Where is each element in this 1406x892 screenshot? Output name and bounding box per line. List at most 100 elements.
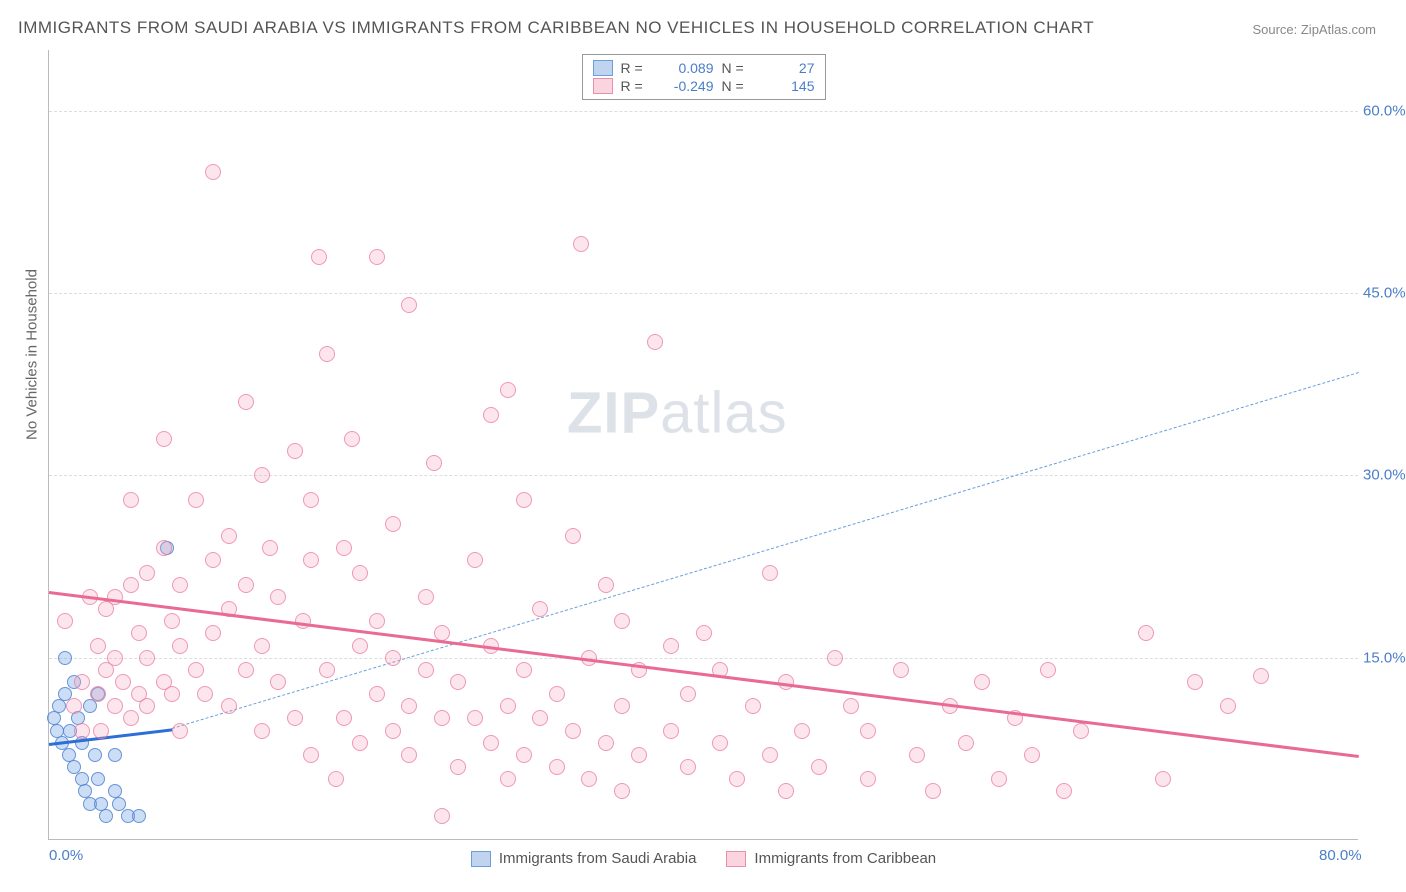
scatter-point-pink xyxy=(74,723,90,739)
scatter-point-pink xyxy=(745,698,761,714)
scatter-point-pink xyxy=(328,771,344,787)
stat-label-r: R = xyxy=(621,78,651,94)
scatter-point-pink xyxy=(401,698,417,714)
stat-label-n: N = xyxy=(722,78,752,94)
scatter-point-blue xyxy=(132,809,146,823)
scatter-point-pink xyxy=(131,625,147,641)
scatter-point-pink xyxy=(581,771,597,787)
scatter-point-pink xyxy=(1220,698,1236,714)
scatter-point-pink xyxy=(483,407,499,423)
swatch-pink-icon xyxy=(593,78,613,94)
scatter-point-pink xyxy=(860,771,876,787)
scatter-point-blue xyxy=(58,651,72,665)
scatter-point-pink xyxy=(336,540,352,556)
scatter-point-pink xyxy=(925,783,941,799)
scatter-point-blue xyxy=(52,699,66,713)
scatter-point-pink xyxy=(827,650,843,666)
x-tick-label: 0.0% xyxy=(49,847,83,864)
scatter-point-blue xyxy=(99,809,113,823)
series-legend: Immigrants from Saudi Arabia Immigrants … xyxy=(49,850,1358,867)
scatter-point-pink xyxy=(418,662,434,678)
chart-title: IMMIGRANTS FROM SAUDI ARABIA VS IMMIGRAN… xyxy=(18,18,1094,38)
scatter-point-pink xyxy=(303,492,319,508)
scatter-point-pink xyxy=(205,552,221,568)
scatter-point-pink xyxy=(500,382,516,398)
scatter-point-pink xyxy=(270,674,286,690)
scatter-point-pink xyxy=(115,674,131,690)
source-attribution: Source: ZipAtlas.com xyxy=(1252,22,1376,37)
scatter-point-pink xyxy=(401,297,417,313)
legend-item-pink: Immigrants from Caribbean xyxy=(726,850,936,867)
scatter-point-pink xyxy=(991,771,1007,787)
scatter-point-pink xyxy=(311,249,327,265)
scatter-point-pink xyxy=(843,698,859,714)
scatter-point-pink xyxy=(352,565,368,581)
scatter-point-pink xyxy=(1155,771,1171,787)
scatter-point-pink xyxy=(270,589,286,605)
scatter-point-pink xyxy=(254,638,270,654)
scatter-point-pink xyxy=(1073,723,1089,739)
scatter-point-pink xyxy=(762,565,778,581)
scatter-point-pink xyxy=(647,334,663,350)
scatter-point-pink xyxy=(811,759,827,775)
scatter-point-pink xyxy=(974,674,990,690)
scatter-point-pink xyxy=(500,771,516,787)
scatter-point-pink xyxy=(197,686,213,702)
y-tick-label: 45.0% xyxy=(1363,285,1406,302)
stat-value-n-pink: 145 xyxy=(760,78,815,94)
scatter-point-pink xyxy=(205,164,221,180)
scatter-point-pink xyxy=(778,783,794,799)
scatter-point-pink xyxy=(467,552,483,568)
scatter-point-pink xyxy=(205,625,221,641)
scatter-point-pink xyxy=(90,638,106,654)
scatter-point-pink xyxy=(483,735,499,751)
scatter-point-pink xyxy=(139,698,155,714)
scatter-point-pink xyxy=(385,650,401,666)
scatter-point-pink xyxy=(712,735,728,751)
scatter-point-pink xyxy=(467,710,483,726)
scatter-point-pink xyxy=(1056,783,1072,799)
stat-value-r-blue: 0.089 xyxy=(659,60,714,76)
scatter-point-pink xyxy=(516,747,532,763)
scatter-point-pink xyxy=(794,723,810,739)
scatter-point-blue xyxy=(88,748,102,762)
scatter-point-pink xyxy=(262,540,278,556)
scatter-point-pink xyxy=(860,723,876,739)
scatter-point-pink xyxy=(172,638,188,654)
scatter-point-pink xyxy=(426,455,442,471)
scatter-point-pink xyxy=(369,613,385,629)
y-tick-label: 60.0% xyxy=(1363,102,1406,119)
scatter-point-pink xyxy=(164,613,180,629)
scatter-point-pink xyxy=(663,638,679,654)
legend-label-pink: Immigrants from Caribbean xyxy=(754,850,936,867)
scatter-point-pink xyxy=(238,577,254,593)
scatter-point-pink xyxy=(254,723,270,739)
scatter-point-pink xyxy=(156,431,172,447)
scatter-point-pink xyxy=(549,759,565,775)
scatter-point-pink xyxy=(958,735,974,751)
scatter-point-pink xyxy=(680,686,696,702)
scatter-point-pink xyxy=(893,662,909,678)
scatter-point-pink xyxy=(762,747,778,763)
stat-value-n-blue: 27 xyxy=(760,60,815,76)
scatter-point-pink xyxy=(631,747,647,763)
watermark-text-b: atlas xyxy=(660,380,788,445)
scatter-point-pink xyxy=(565,723,581,739)
scatter-point-pink xyxy=(221,698,237,714)
legend-label-blue: Immigrants from Saudi Arabia xyxy=(499,850,697,867)
stat-value-r-pink: -0.249 xyxy=(659,78,714,94)
scatter-point-pink xyxy=(680,759,696,775)
scatter-point-blue xyxy=(108,748,122,762)
scatter-point-pink xyxy=(1040,662,1056,678)
scatter-point-pink xyxy=(418,589,434,605)
scatter-point-pink xyxy=(188,662,204,678)
scatter-point-pink xyxy=(434,710,450,726)
y-axis-title: No Vehicles in Household xyxy=(24,269,41,440)
scatter-point-pink xyxy=(1187,674,1203,690)
scatter-point-pink xyxy=(156,540,172,556)
scatter-point-pink xyxy=(500,698,516,714)
scatter-point-pink xyxy=(254,467,270,483)
scatter-point-blue xyxy=(91,772,105,786)
scatter-point-pink xyxy=(139,650,155,666)
stats-row-blue: R = 0.089 N = 27 xyxy=(593,59,815,77)
